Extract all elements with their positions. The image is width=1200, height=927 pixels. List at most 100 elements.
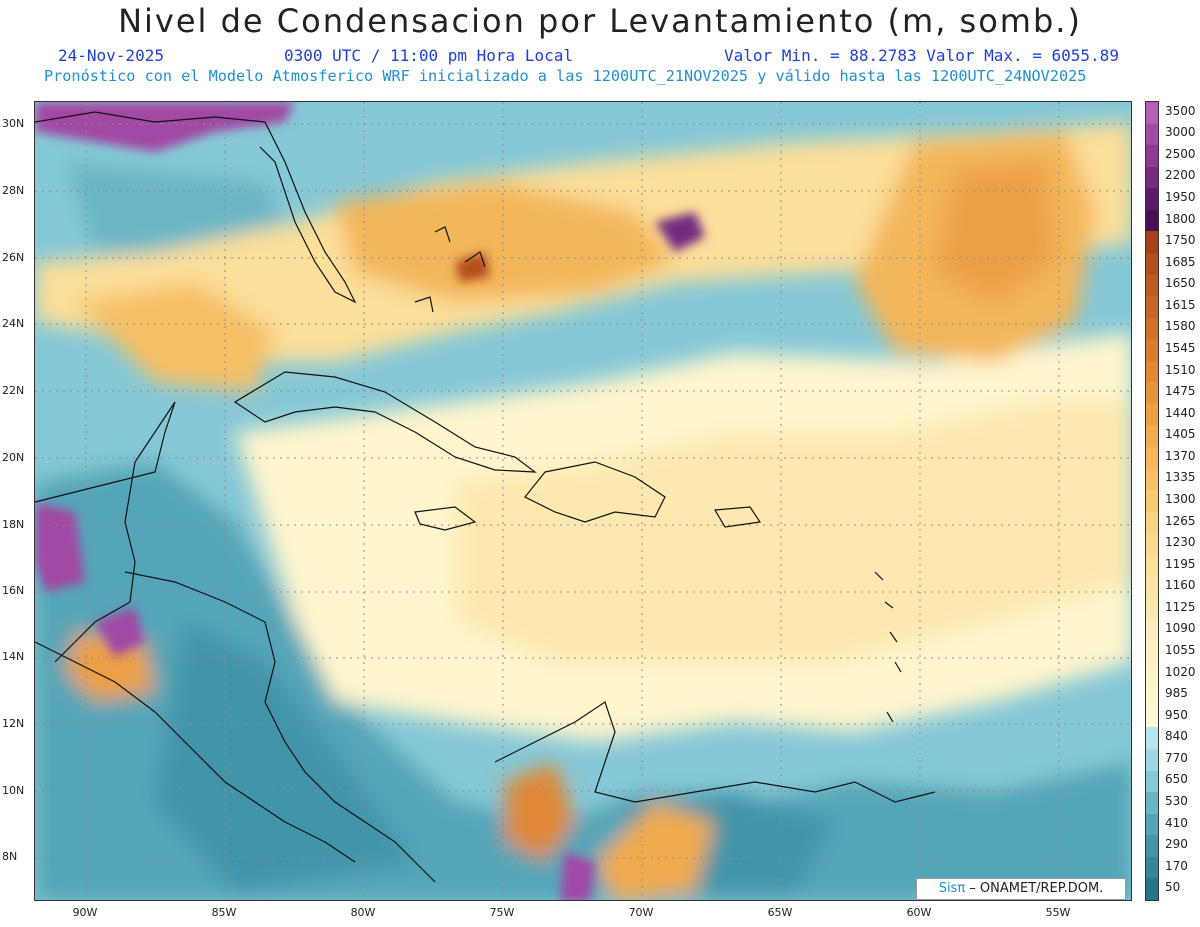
colorbar-label: 985: [1165, 686, 1188, 701]
colorbar-cell: [1146, 274, 1158, 297]
lat-label: 28N: [2, 184, 25, 197]
colorbar-label: 1195: [1165, 556, 1196, 571]
colorbar-label: 1265: [1165, 513, 1196, 528]
colorbar-label: 1950: [1165, 190, 1196, 205]
colorbar-cell: [1146, 468, 1158, 491]
lon-label: 80W: [350, 906, 376, 919]
colorbar-cell: [1146, 403, 1158, 426]
colorbar-cell: [1146, 382, 1158, 405]
colorbar-label: 950: [1165, 707, 1188, 722]
colorbar-cell: [1146, 231, 1158, 254]
colorbar-cell: [1146, 166, 1158, 189]
colorbar-label: 1580: [1165, 319, 1196, 334]
colorbar-label: 1545: [1165, 341, 1196, 356]
colorbar-label: 1685: [1165, 254, 1196, 269]
colorbar-cell: [1146, 598, 1158, 621]
colorbar-cell: [1146, 360, 1158, 383]
credit-brand: Sisπ: [938, 881, 966, 896]
colorbar-label: 1650: [1165, 276, 1196, 291]
colorbar-label: 1090: [1165, 621, 1196, 636]
lon-label: 75W: [489, 906, 515, 919]
lon-label: 60W: [906, 906, 932, 919]
lat-label: 24N: [2, 317, 25, 330]
colorbar-label: 1475: [1165, 384, 1196, 399]
time-label: 0300 UTC / 11:00 pm Hora Local: [284, 46, 573, 65]
lat-label: 14N: [2, 650, 25, 663]
colorbar-cell: [1146, 619, 1158, 642]
colorbar-cell: [1146, 641, 1158, 664]
colorbar-cell: [1146, 296, 1158, 319]
lat-label: 12N: [2, 717, 25, 730]
colorbar-label: 1800: [1165, 211, 1196, 226]
colorbar-cell: [1146, 554, 1158, 577]
colorbar-label: 840: [1165, 729, 1188, 744]
colorbar-label: 290: [1165, 837, 1188, 852]
colorbar-label: 2500: [1165, 146, 1196, 161]
colorbar-cell: [1146, 576, 1158, 599]
date-label: 24-Nov-2025: [58, 46, 164, 65]
lat-label: 16N: [2, 584, 25, 597]
colorbar-cell: [1146, 749, 1158, 772]
colorbar-label: 770: [1165, 750, 1188, 765]
colorbar-cell: [1146, 425, 1158, 448]
lon-label: 70W: [628, 906, 654, 919]
colorbar-cell: [1146, 145, 1158, 168]
colorbar-cell: [1146, 727, 1158, 750]
colorbar-label: 1125: [1165, 599, 1196, 614]
colorbar-label: 3500: [1165, 103, 1196, 118]
credit-text: – ONAMET/REP.DOM.: [965, 881, 1104, 896]
colorbar-label: 50: [1165, 880, 1181, 895]
colorbar-label: 1510: [1165, 362, 1196, 377]
colorbar-cell: [1146, 662, 1158, 685]
colorbar-label: 2200: [1165, 168, 1196, 183]
colorbar-cell: [1146, 878, 1158, 901]
map-canvas: [35, 102, 1131, 900]
lat-label: 18N: [2, 518, 25, 531]
colorbar-cell: [1146, 102, 1158, 125]
colorbar-cell: [1146, 252, 1158, 276]
forecast-label: Pronóstico con el Modelo Atmosferico WRF…: [44, 67, 1087, 85]
credit-box: Sisπ – ONAMET/REP.DOM.: [916, 878, 1126, 900]
colorbar-label: 1615: [1165, 297, 1196, 312]
colorbar-label: 1405: [1165, 427, 1196, 442]
colorbar-label: 530: [1165, 793, 1188, 808]
colorbar-cell: [1146, 684, 1158, 707]
colorbar-cell: [1146, 856, 1158, 879]
colorbar-cell: [1146, 705, 1158, 728]
colorbar-label: 650: [1165, 772, 1188, 787]
colorbar-label: 1055: [1165, 642, 1196, 657]
lon-label: 85W: [211, 906, 237, 919]
lat-label: 26N: [2, 251, 25, 264]
lat-label: 22N: [2, 384, 25, 397]
colorbar-label: 3000: [1165, 125, 1196, 140]
colorbar-cell: [1146, 511, 1158, 534]
colorbar-cell: [1146, 792, 1158, 815]
colorbar-label: 1160: [1165, 578, 1196, 593]
lon-label: 65W: [767, 906, 793, 919]
min-max-label: Valor Min. = 88.2783 Valor Max. = 6055.8…: [724, 46, 1119, 65]
map-area: [34, 101, 1132, 901]
colorbar-cell: [1146, 533, 1158, 556]
colorbar-label: 1335: [1165, 470, 1196, 485]
colorbar-cell: [1146, 813, 1158, 836]
colorbar-label: 1370: [1165, 448, 1196, 463]
colorbar-label: 1300: [1165, 492, 1196, 506]
colorbar-label: 170: [1165, 858, 1188, 873]
colorbar-label: 1440: [1165, 405, 1196, 420]
colorbar-cell: [1146, 835, 1158, 858]
colorbar-cell: [1146, 209, 1158, 232]
colorbar-cell: [1146, 317, 1158, 340]
colorbar-cell: [1146, 339, 1158, 362]
colorbar-cell: [1146, 490, 1158, 513]
lon-label: 90W: [72, 906, 98, 919]
lat-label: 30N: [2, 117, 25, 130]
lat-label: 20N: [2, 451, 25, 464]
colorbar-cell: [1146, 770, 1158, 793]
lat-label: 8N: [2, 850, 18, 863]
colorbar: [1145, 101, 1159, 901]
colorbar-label: 1750: [1165, 233, 1196, 248]
lon-label: 55W: [1045, 906, 1071, 919]
colorbar-label: 410: [1165, 815, 1188, 830]
colorbar-cell: [1146, 188, 1158, 211]
lat-label: 10N: [2, 784, 25, 797]
